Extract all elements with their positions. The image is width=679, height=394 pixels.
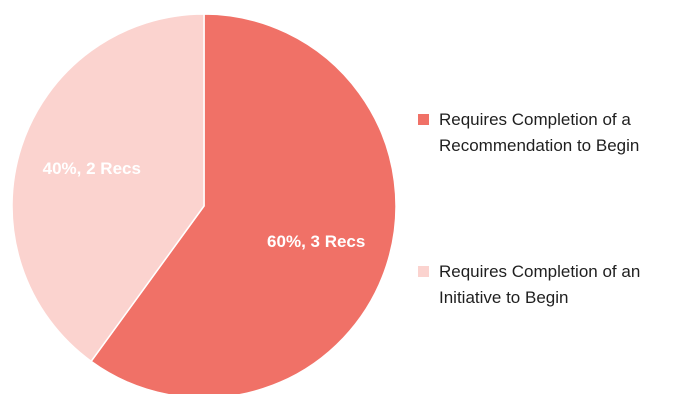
slice-label-recommendation: 60%, 3 Recs xyxy=(267,232,365,251)
legend-item-initiative: Requires Completion of an Initiative to … xyxy=(418,259,676,311)
legend-swatch-initiative xyxy=(418,266,429,277)
chart-legend: Requires Completion of a Recommendation … xyxy=(418,107,676,311)
legend-item-recommendation: Requires Completion of a Recommendation … xyxy=(418,107,676,159)
pie-slices xyxy=(11,13,397,394)
legend-label-initiative: Requires Completion of an Initiative to … xyxy=(439,262,641,307)
pie-data-labels: 60%, 3 Recs 40%, 2 Recs xyxy=(43,159,366,251)
legend-swatch-recommendation xyxy=(418,114,429,125)
legend-label-recommendation: Requires Completion of a Recommendation … xyxy=(439,110,640,155)
pie-slice-recommendation xyxy=(90,13,397,394)
pie-slice-initiative xyxy=(11,13,205,363)
slice-label-initiative: 40%, 2 Recs xyxy=(43,159,141,178)
